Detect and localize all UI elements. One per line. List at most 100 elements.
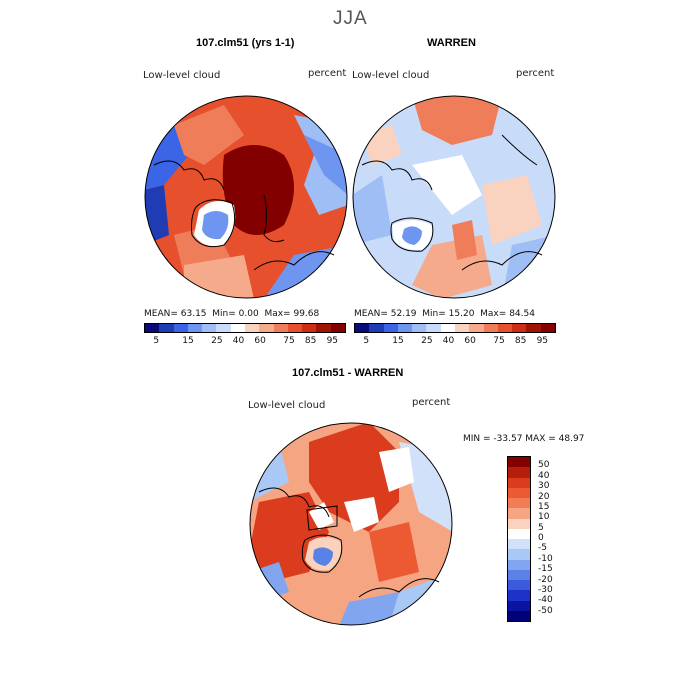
colorbar-swatch — [302, 324, 317, 332]
colorbar-swatch — [508, 559, 530, 570]
colorbar-swatch — [369, 324, 384, 332]
colorbar-tick-label: 10 — [538, 512, 550, 523]
colorbar-tick-label: 50 — [538, 460, 550, 471]
panel1-units-label: percent — [308, 68, 347, 79]
colorbar-tick-label: 60 — [464, 336, 476, 346]
diff-panel-units-label: percent — [412, 397, 451, 408]
colorbar-tick-label: 15 — [392, 336, 404, 346]
panel2-mean: 52.19 — [390, 309, 417, 319]
colorbar-swatch — [273, 324, 288, 332]
page-title: JJA — [333, 8, 368, 29]
colorbar-tick-label: -10 — [538, 553, 553, 564]
colorbar-tick-label: -50 — [538, 605, 553, 616]
colorbar-swatch — [483, 324, 498, 332]
colorbar-swatch — [426, 324, 441, 332]
colorbar-swatch — [508, 549, 530, 560]
colorbar-swatch — [508, 498, 530, 509]
diff-polar-map — [249, 422, 453, 626]
colorbar-swatch — [508, 508, 530, 519]
colorbar-swatch — [508, 539, 530, 550]
colorbar-tick-label: -40 — [538, 595, 553, 606]
colorbar-tick-label: 95 — [536, 336, 549, 346]
colorbar-swatch — [508, 477, 530, 488]
colorbar-tick-label: -20 — [538, 574, 553, 585]
colorbar-swatch — [287, 324, 303, 332]
panel1-mean: 63.15 — [180, 309, 207, 319]
colorbar-tick-label: 85 — [304, 336, 317, 346]
diff-colorbar — [507, 456, 531, 622]
panel2-mean-label: MEAN= — [354, 309, 388, 319]
colorbar-tick-label: 5 — [153, 336, 160, 346]
panel2-min-label: Min= — [422, 309, 446, 319]
colorbar-tick-label: 40 — [538, 470, 550, 481]
colorbar-swatch — [216, 324, 231, 332]
colorbar-tick-label: 15 — [538, 501, 550, 512]
colorbar-swatch — [497, 324, 513, 332]
diff-panel-variable-label: Low-level cloud — [248, 400, 326, 411]
colorbar-swatch — [508, 610, 530, 621]
colorbar-swatch — [508, 528, 530, 539]
colorbar-swatch — [316, 324, 331, 332]
panel1-polar-map — [144, 95, 348, 299]
colorbar-tick-label: -5 — [538, 543, 547, 554]
colorbar-swatch — [508, 600, 530, 611]
colorbar-swatch — [508, 457, 530, 468]
colorbar-tick-label: 40 — [232, 336, 245, 346]
colorbar-tick-label: 15 — [182, 336, 194, 346]
panel2-max: 84.54 — [509, 309, 535, 319]
colorbar-swatch — [526, 324, 541, 332]
colorbar-tick-label: -15 — [538, 564, 553, 575]
diff-panel-title: 107.clm51 - WARREN — [292, 367, 404, 379]
panel2-variable-label: Low-level cloud — [352, 70, 430, 81]
panel2-min: 15.20 — [448, 309, 475, 319]
colorbar-swatch — [508, 569, 530, 580]
colorbar-swatch — [454, 324, 470, 332]
colorbar-swatch — [330, 324, 345, 332]
panel1-mean-label: MEAN= — [144, 309, 178, 319]
colorbar-swatch — [145, 324, 160, 332]
colorbar-tick-label: 40 — [442, 336, 455, 346]
colorbar-swatch — [173, 324, 188, 332]
colorbar-tick-label: 25 — [421, 336, 433, 346]
colorbar-swatch — [230, 324, 245, 332]
panel1-stats: MEAN= 63.15 Min= 0.00 Max= 99.68 — [144, 309, 319, 319]
panel2-units-label: percent — [516, 68, 555, 79]
colorbar-tick-label: 75 — [283, 336, 295, 346]
colorbar-swatch — [412, 324, 427, 332]
colorbar-swatch — [355, 324, 370, 332]
diff-panel-stats: MIN = -33.57 MAX = 48.97 — [463, 434, 585, 444]
colorbar-swatch — [187, 324, 203, 332]
colorbar-tick-label: 5 — [538, 522, 544, 533]
colorbar-swatch — [508, 487, 530, 498]
colorbar-tick-label: 75 — [493, 336, 505, 346]
colorbar-swatch — [508, 580, 530, 591]
colorbar-tick-label: 30 — [538, 481, 550, 492]
colorbar-tick-label: -30 — [538, 584, 553, 595]
colorbar-swatch — [383, 324, 398, 332]
colorbar-swatch — [259, 324, 274, 332]
colorbar-tick-label: 85 — [514, 336, 527, 346]
colorbar-swatch — [508, 467, 530, 478]
colorbar-tick-label: 25 — [211, 336, 223, 346]
colorbar-swatch — [469, 324, 484, 332]
panel1-title: 107.clm51 (yrs 1-1) — [196, 37, 295, 49]
panel1-max-label: Max= — [264, 309, 291, 319]
panel1-variable-label: Low-level cloud — [143, 70, 221, 81]
colorbar-swatch — [508, 518, 530, 529]
colorbar-swatch — [508, 590, 530, 601]
panel1-min-label: Min= — [212, 309, 236, 319]
colorbar-swatch — [159, 324, 174, 332]
panel2-max-label: Max= — [480, 309, 507, 319]
panel1-max: 99.68 — [293, 309, 320, 319]
panel2-title: WARREN — [427, 37, 476, 49]
colorbar-swatch — [244, 324, 260, 332]
colorbar-swatch — [440, 324, 455, 332]
panel2-polar-map — [352, 95, 556, 299]
colorbar-tick-label: 60 — [254, 336, 266, 346]
panel1-min: 0.00 — [238, 309, 259, 319]
colorbar-tick-label: 5 — [363, 336, 370, 346]
colorbar-swatch — [512, 324, 527, 332]
colorbar-swatch — [202, 324, 217, 332]
colorbar-swatch — [397, 324, 413, 332]
colorbar-tick-label: 0 — [538, 533, 544, 543]
